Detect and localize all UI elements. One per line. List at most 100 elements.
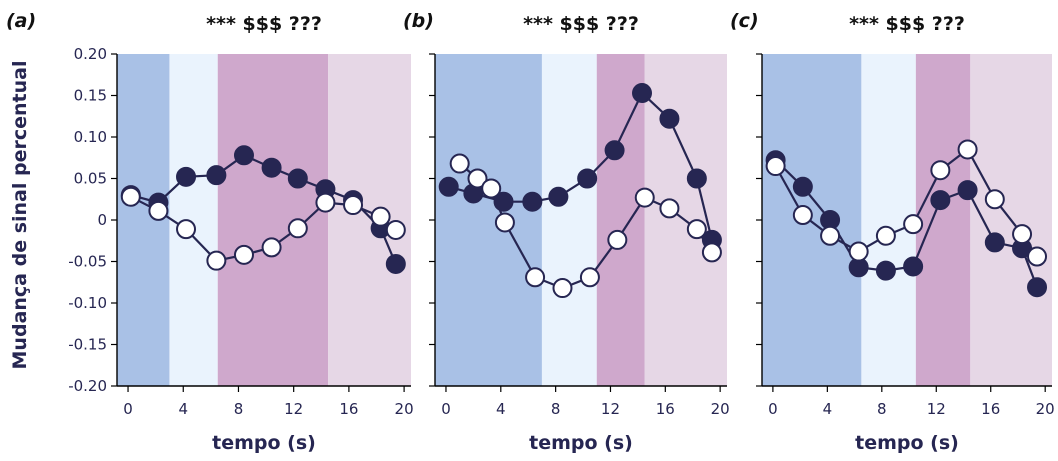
data-point-open <box>986 190 1004 208</box>
data-point-filled <box>877 262 895 280</box>
condition-band <box>328 54 411 386</box>
data-point-open <box>904 215 922 233</box>
data-point-filled <box>986 233 1004 251</box>
panel-3: 0 4 8 12 16 20 tempo (s) (c) *** $$$ ??? <box>730 10 1055 454</box>
y-tick-label: 0 <box>97 211 107 229</box>
y-axis-title: Mudança de sinal percentual <box>9 61 31 370</box>
condition-band <box>762 54 861 386</box>
data-point-filled <box>578 170 596 188</box>
data-point-open <box>581 268 599 286</box>
y-tick-label: -0.05 <box>68 253 107 271</box>
condition-band <box>435 54 542 386</box>
x-tick-label: 0 <box>123 400 133 418</box>
x-tick-label: 12 <box>601 400 620 418</box>
data-point-open <box>608 231 626 249</box>
x-tick-label: 8 <box>234 400 244 418</box>
condition-band <box>169 54 217 386</box>
data-point-open <box>850 243 868 261</box>
panel-label: (c) <box>730 10 759 32</box>
panel-2: 0 4 8 12 16 20 tempo (s) (b) *** $$$ ??? <box>403 10 730 454</box>
data-point-open <box>959 140 977 158</box>
x-tick-label: 16 <box>656 400 675 418</box>
data-point-open <box>877 227 895 245</box>
panel-label: (b) <box>403 10 434 32</box>
data-point-filled <box>904 257 922 275</box>
panel-title: *** $$$ ??? <box>206 13 322 35</box>
data-point-open <box>316 194 334 212</box>
data-point-open <box>703 243 721 261</box>
data-point-open <box>387 221 405 239</box>
data-point-open <box>1013 225 1031 243</box>
data-point-open <box>451 155 469 173</box>
data-point-open <box>149 202 167 220</box>
data-point-open <box>794 206 812 224</box>
data-point-open <box>496 213 514 231</box>
y-tick-label: 0.10 <box>74 128 107 146</box>
data-point-open <box>1028 248 1046 266</box>
data-point-filled <box>235 146 253 164</box>
panel-title: *** $$$ ??? <box>849 13 965 35</box>
x-tick-label: 4 <box>823 400 833 418</box>
x-tick-label: 0 <box>768 400 778 418</box>
panel-label: (a) <box>6 10 36 32</box>
data-point-filled <box>794 178 812 196</box>
data-point-filled <box>523 193 541 211</box>
x-tick-label: 20 <box>395 400 414 418</box>
data-point-open <box>372 208 390 226</box>
data-point-filled <box>1028 278 1046 296</box>
data-point-open <box>526 268 544 286</box>
x-tick-label: 12 <box>927 400 946 418</box>
data-point-open <box>553 279 571 297</box>
y-tick-label: 0.05 <box>74 170 107 188</box>
y-tick-label: -0.10 <box>68 294 107 312</box>
data-point-filled <box>549 188 567 206</box>
data-point-open <box>482 179 500 197</box>
data-point-filled <box>440 178 458 196</box>
data-point-filled <box>177 168 195 186</box>
data-point-filled <box>633 84 651 102</box>
data-point-open <box>636 189 654 207</box>
data-point-filled <box>606 141 624 159</box>
condition-band <box>542 54 597 386</box>
x-tick-label: 20 <box>711 400 730 418</box>
data-point-open <box>289 219 307 237</box>
y-tick-label: -0.15 <box>68 336 107 354</box>
x-tick-label: 12 <box>284 400 303 418</box>
data-point-filled <box>660 110 678 128</box>
x-tick-label: 20 <box>1036 400 1055 418</box>
data-point-filled <box>387 255 405 273</box>
data-point-open <box>344 196 362 214</box>
y-tick-label: 0.15 <box>74 87 107 105</box>
panel-title: *** $$$ ??? <box>523 13 639 35</box>
data-point-open <box>660 199 678 217</box>
data-point-filled <box>207 166 225 184</box>
x-tick-label: 8 <box>877 400 887 418</box>
data-point-open <box>821 227 839 245</box>
x-tick-label: 4 <box>178 400 188 418</box>
data-point-open <box>931 161 949 179</box>
condition-band <box>916 54 970 386</box>
y-tick-label: 0.20 <box>74 45 107 63</box>
x-axis-title: tempo (s) <box>212 432 316 454</box>
y-tick-label: -0.20 <box>68 377 107 395</box>
data-point-filled <box>688 170 706 188</box>
data-point-open <box>688 220 706 238</box>
data-point-open <box>235 246 253 264</box>
x-tick-label: 0 <box>441 400 451 418</box>
x-tick-label: 16 <box>981 400 1000 418</box>
x-tick-label: 8 <box>551 400 561 418</box>
x-axis-title: tempo (s) <box>855 432 959 454</box>
data-point-open <box>177 220 195 238</box>
data-point-filled <box>289 170 307 188</box>
data-point-filled <box>931 191 949 209</box>
x-axis-title: tempo (s) <box>529 432 633 454</box>
panel-1: 0.20 0.15 0.10 0.05 0 -0.05 -0.10 -0.15 -0.20 0 4 8… <box>6 10 414 454</box>
x-tick-label: 4 <box>496 400 506 418</box>
data-point-filled <box>959 181 977 199</box>
data-point-open <box>207 252 225 270</box>
data-point-open <box>122 188 140 206</box>
data-point-open <box>263 238 281 256</box>
x-tick-label: 16 <box>339 400 358 418</box>
data-point-open <box>767 157 785 175</box>
